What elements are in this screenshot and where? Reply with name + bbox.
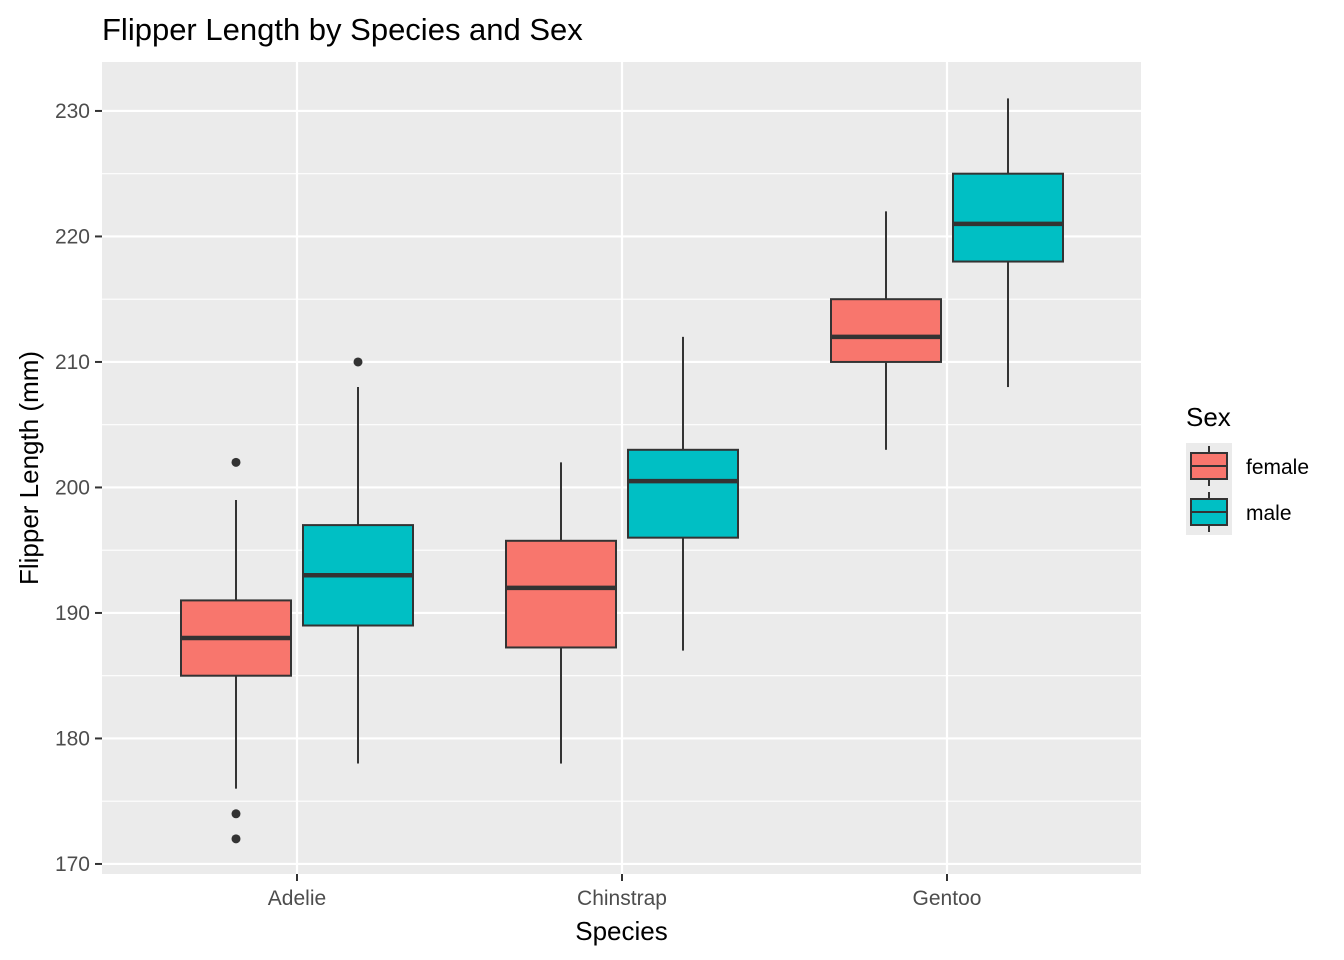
axes: 170 180 190 200 210 220 230 Adelie Chinstrap Gent… [55,100,981,910]
y-axis-title: Flipper Length (mm) [14,351,44,585]
x-tick-label: Chinstrap [577,887,667,910]
legend-title: Sex [1186,402,1231,432]
legend-key-female [1186,443,1232,489]
x-axis-title: Species [575,916,668,946]
box-female-chinstrap [505,462,617,764]
outlier-point [353,357,363,367]
y-tick-label: 190 [55,602,90,625]
outlier-point [231,809,241,819]
x-tick-label: Gentoo [913,887,982,910]
box-male-gentoo [952,98,1064,388]
box-female-adelie [180,457,292,844]
box-marks [180,98,1064,844]
y-tick-label: 200 [55,476,90,499]
y-tick-label: 220 [55,225,90,248]
box-male-adelie [302,357,414,764]
box-iqr [505,539,617,649]
box-female-gentoo [830,211,942,450]
y-tick-label: 180 [55,727,90,750]
legend-label-male: male [1246,502,1292,525]
y-tick-label: 170 [55,853,90,876]
legend-key-male [1186,489,1232,535]
box-male-chinstrap [627,336,739,651]
x-tick-label: Adelie [268,887,326,910]
legend: Sex female male [1186,402,1309,535]
chart-title: Flipper Length by Species and Sex [102,12,583,47]
box-iqr [830,298,942,363]
legend-label-female: female [1246,456,1309,479]
box-iqr [952,172,1064,263]
outlier-point [231,834,241,844]
y-tick-label: 210 [55,351,90,374]
outlier-point [231,457,241,467]
box-iqr [627,448,739,539]
y-tick-label: 230 [55,100,90,123]
